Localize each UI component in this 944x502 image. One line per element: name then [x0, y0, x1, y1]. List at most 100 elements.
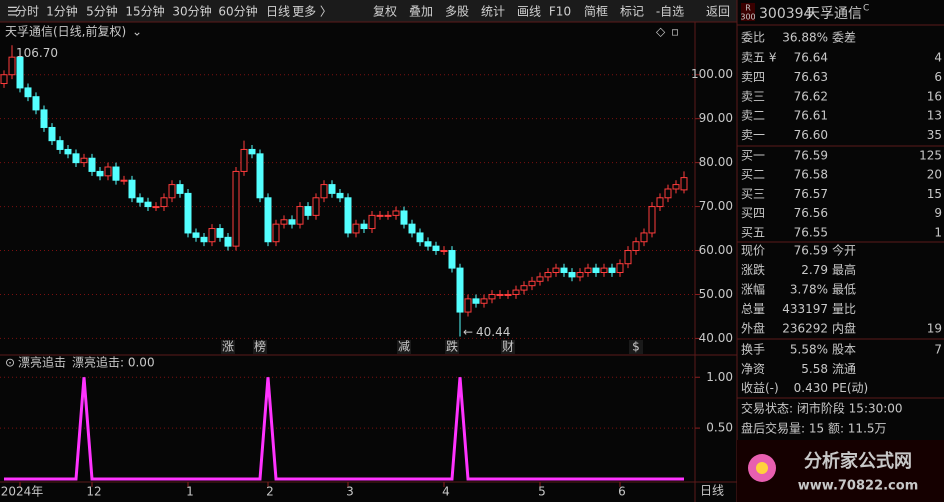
toolbar-button[interactable]: 统计	[481, 5, 505, 19]
candle-body	[376, 214, 384, 217]
candle-body	[536, 276, 544, 282]
candle-body	[48, 126, 56, 142]
candle-body	[560, 267, 568, 273]
row-label: 125	[919, 149, 942, 163]
row-value: 76.56	[794, 206, 828, 220]
row-value: 76.59	[794, 149, 828, 163]
toolbar-button[interactable]: 标记	[620, 5, 644, 19]
y-tick-label: 40.00	[699, 331, 733, 345]
dropdown-icon[interactable]: ⌄	[132, 25, 142, 39]
toolbar-button[interactable]: 分时	[15, 5, 39, 19]
row-label: 15	[927, 187, 942, 201]
toolbar-button[interactable]: 30分钟	[172, 4, 211, 19]
x-tick-label: 4	[442, 485, 450, 499]
candle-body	[208, 228, 216, 243]
candle-body	[416, 232, 424, 243]
row-volume: 最低	[832, 283, 856, 297]
row-value: 433197	[782, 302, 828, 316]
candle-body	[576, 272, 584, 278]
event-marker[interactable]: 财	[502, 340, 514, 354]
candle-body	[400, 210, 408, 225]
row-volume: 委差	[832, 31, 856, 45]
logo-icon	[756, 462, 768, 474]
candle-body	[40, 109, 48, 128]
candle-body	[408, 223, 416, 234]
candle-body	[192, 232, 200, 238]
candle-body	[328, 184, 336, 194]
candle-body	[392, 210, 400, 216]
row-label: 卖二	[741, 109, 765, 123]
event-marker[interactable]: 涨	[222, 339, 234, 354]
row-volume: 最高	[832, 262, 856, 277]
candle-body	[320, 184, 328, 199]
row-volume: PE(动)	[832, 381, 868, 395]
watermark-url: www.70822.com	[798, 479, 919, 494]
toolbar-button[interactable]: 60分钟	[218, 4, 257, 19]
y-tick-label: 60.00	[699, 243, 733, 257]
menu-icon[interactable]: ☰	[7, 5, 18, 19]
candle-body	[288, 219, 296, 225]
candle-body	[256, 153, 264, 199]
candle-body	[224, 236, 232, 247]
toolbar-button[interactable]: 多股	[445, 5, 469, 19]
row-value: 36.88%	[782, 31, 828, 45]
candle-body	[248, 148, 256, 155]
row-label: 卖五 ¥	[741, 51, 777, 65]
row-label: 换手	[741, 343, 765, 357]
candle-body	[440, 250, 448, 253]
candle-body	[184, 192, 192, 234]
toolbar-button[interactable]: -自选	[656, 5, 684, 19]
row-label: 涨跌	[741, 262, 765, 277]
min-annotation: 40.44	[476, 325, 510, 339]
toolbar-button[interactable]: 复权	[373, 5, 397, 19]
toolbar-button[interactable]: 叠加	[409, 5, 433, 19]
row-label: 9	[934, 206, 942, 220]
toolbar-button[interactable]: 1分钟	[46, 4, 78, 19]
row-label: 净资	[741, 362, 765, 376]
row-volume: 量比	[832, 302, 856, 316]
collapse-icon[interactable]: ⊙	[5, 356, 15, 370]
row-label: 1	[934, 225, 942, 239]
status-line: 交易状态: 闭市阶段 15:30:00	[741, 401, 903, 416]
candle-body	[160, 197, 168, 208]
y-tick-label: 70.00	[699, 199, 733, 213]
row-value: 76.57	[794, 187, 828, 201]
toolbar-button[interactable]: 日线	[266, 5, 290, 19]
row-label: 13	[927, 109, 942, 123]
row-label: 买二	[741, 168, 765, 182]
candle-body	[600, 267, 608, 273]
candle-body	[632, 241, 640, 252]
row-value: 236292	[782, 322, 828, 336]
row-value: 76.60	[794, 128, 828, 142]
stock-code: 300394	[759, 6, 813, 22]
event-marker[interactable]: 减	[398, 340, 410, 354]
row-label: 委比	[741, 31, 765, 45]
settings-icon[interactable]: ◇	[656, 25, 666, 39]
event-marker[interactable]: 榜	[254, 339, 266, 354]
toolbar	[0, 0, 737, 22]
toolbar-button[interactable]: 15分钟	[125, 4, 164, 19]
row-value: 5.58%	[790, 343, 828, 357]
window-icon[interactable]: ▫	[671, 25, 679, 39]
toolbar-button[interactable]: 画线	[517, 5, 541, 19]
candle-body	[512, 289, 520, 295]
x-tick-label: 1	[186, 485, 194, 499]
event-marker[interactable]: $	[632, 340, 640, 354]
candle-body	[168, 184, 176, 199]
toolbar-button[interactable]: F10	[549, 5, 571, 19]
badge	[741, 3, 755, 21]
toolbar-button[interactable]: 返回	[706, 5, 730, 19]
stock-name: 天孚通信	[806, 6, 862, 22]
toolbar-button[interactable]: 简框	[584, 5, 608, 19]
toolbar-button[interactable]: 5分钟	[86, 4, 118, 19]
candle-body	[488, 293, 496, 300]
event-marker[interactable]: 跌	[446, 339, 458, 354]
row-label: 20	[927, 168, 942, 182]
y-tick-label: 80.00	[699, 155, 733, 169]
candle-body	[568, 272, 576, 278]
row-label: 外盘	[741, 321, 765, 336]
toolbar-button[interactable]: 更多 〉	[292, 5, 332, 19]
candle-body	[24, 87, 32, 98]
status-line: 盘后交易量: 15 额: 11.5万	[741, 421, 887, 436]
candle-body	[72, 153, 80, 164]
